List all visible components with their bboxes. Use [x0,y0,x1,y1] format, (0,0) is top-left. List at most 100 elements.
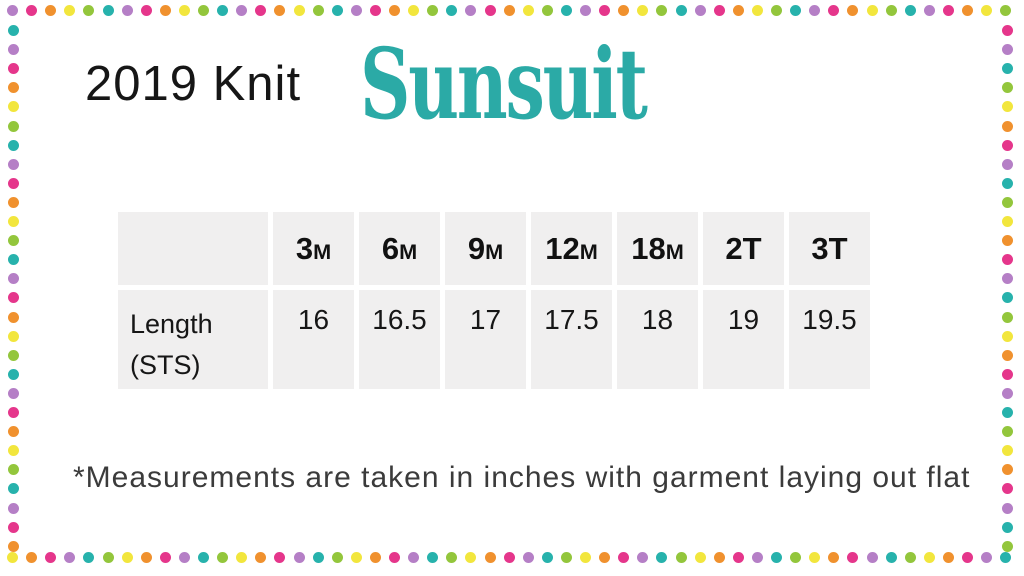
border-dot [981,551,993,563]
border-dot [1000,551,1012,563]
border-dot [7,44,19,56]
border-dot [255,4,267,16]
border-dot [389,551,400,563]
border-dot [942,4,954,16]
border-dot [159,551,171,563]
border-dot [1001,158,1013,170]
border-dot [866,4,878,16]
size-number: 2T [725,230,762,266]
border-dot [1001,254,1013,266]
border-dot [1001,101,1013,113]
border-dot [885,551,897,563]
size-number: 6 [381,230,400,266]
border-dot [7,101,19,113]
size-number: 18 [631,230,666,266]
border-dot [656,551,668,563]
border-dot [1001,216,1013,227]
column-header-18m: 18M [617,212,698,285]
border-dot [427,4,439,16]
cell-length-3t: 19.5 [789,290,870,389]
border-dot [790,551,802,563]
size-number: 3T [811,230,848,266]
border-dot [45,4,57,16]
border-dot [7,63,19,75]
border-dot [484,4,496,16]
border-dot [102,551,114,563]
border-dot [64,551,76,563]
border-dot [408,4,420,16]
border-dot [7,139,19,151]
border-dot [293,551,305,563]
border-dot [217,4,229,16]
border-dot [809,4,821,16]
row-label: Length (STS) [118,290,268,389]
border-dot [1001,311,1013,323]
border-dot [121,4,133,16]
border-dot [236,4,248,16]
border-dot [1001,82,1013,94]
column-header-9m: 9M [445,212,526,285]
border-dot [102,4,114,16]
border-dot [312,4,324,16]
border-dot [7,216,19,227]
size-number: 3 [295,230,314,266]
border-dot [923,4,935,16]
border-dot [771,551,782,563]
column-header-3t: 3T [789,212,870,285]
border-dot [236,551,248,563]
border-dot [7,177,19,189]
border-dot [828,551,840,563]
border-dot [7,407,19,418]
border-dot [1001,235,1013,247]
border-dot [962,551,973,563]
size-unit: M [399,238,418,264]
border-dot [7,254,19,266]
border-dot [904,4,916,16]
border-dot [1001,63,1013,75]
border-dot [408,551,420,563]
border-dot [293,4,305,16]
cell-length-2t: 19 [703,290,784,389]
border-dot [198,4,209,16]
border-dot [331,551,343,563]
cell-length-18m: 18 [617,290,698,389]
column-header-6m: 6M [359,212,440,285]
border-dot [7,464,19,476]
border-dot [828,4,840,16]
border-dot [503,551,515,563]
border-dot [847,551,859,563]
border-dot [503,4,515,16]
border-dot [26,4,38,16]
border-dot [560,551,572,563]
border-dot [140,4,152,16]
border-dot [1001,196,1013,208]
border-dot [7,445,19,457]
table-row: Length (STS) 16 16.5 17 17.5 18 19 19.5 [118,290,870,389]
border-dot [1001,387,1013,399]
border-dot [1001,483,1013,495]
border-dot [1001,292,1013,304]
size-table: 3M 6M 9M 12M 18M 2T 3T Length (STS) 16 1… [113,207,875,394]
cell-length-12m: 17.5 [531,290,612,389]
border-dot [427,551,439,563]
border-dot [140,551,152,563]
border-dot [350,551,362,563]
border-dot [637,551,649,563]
border-dot [484,551,496,563]
page-title-year: 2019 Knit [85,57,302,111]
border-dot [1001,349,1013,361]
border-dot [1001,177,1013,189]
border-dot [83,4,95,16]
border-dot [923,551,935,563]
border-dot [732,551,744,563]
border-dot [942,551,954,563]
border-dot [7,368,19,380]
border-dot [274,551,286,563]
border-dot [389,4,400,16]
border-dot [217,551,229,563]
border-dot [599,551,611,563]
border-dot [369,4,381,16]
border-dot [618,551,630,563]
cell-length-9m: 17 [445,290,526,389]
border-dot [446,4,458,16]
